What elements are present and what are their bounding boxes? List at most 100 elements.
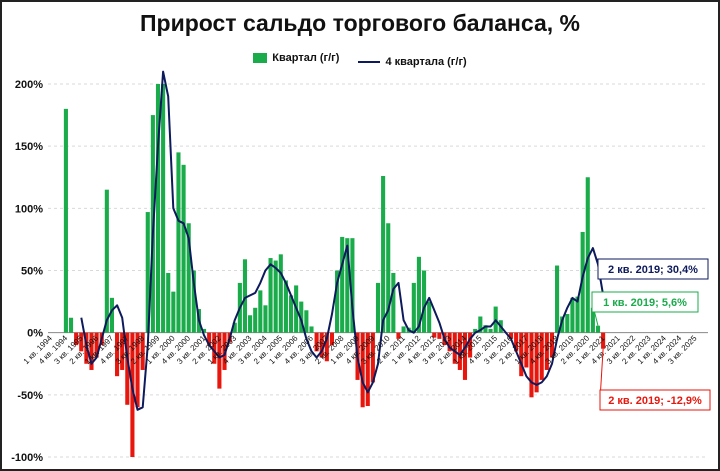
bar xyxy=(135,332,140,408)
bar xyxy=(248,315,253,333)
bar xyxy=(416,256,421,333)
bar xyxy=(79,332,84,352)
bar xyxy=(365,332,370,407)
bar xyxy=(120,332,125,370)
bar xyxy=(345,238,350,333)
bar xyxy=(396,332,401,339)
bar xyxy=(544,332,549,370)
bar xyxy=(534,332,539,393)
y-tick-label: 150% xyxy=(15,141,43,153)
bar xyxy=(529,332,534,398)
bar xyxy=(457,332,462,370)
bar xyxy=(381,176,386,333)
bar xyxy=(191,270,196,333)
bar xyxy=(89,332,94,370)
bar xyxy=(560,316,565,333)
bar xyxy=(350,238,355,333)
annotation-box xyxy=(591,291,699,313)
bar xyxy=(166,272,171,333)
bar xyxy=(258,290,263,333)
bar xyxy=(370,332,375,383)
bar xyxy=(514,332,519,352)
bar xyxy=(483,325,488,333)
bar xyxy=(585,177,590,333)
bar xyxy=(319,332,324,358)
series-line-4q xyxy=(80,70,605,411)
bar xyxy=(565,314,570,333)
chart-title: Прирост сальдо торгового баланса, % xyxy=(140,10,580,36)
bar xyxy=(304,310,309,333)
bar xyxy=(217,332,222,389)
bar xyxy=(590,307,595,333)
annotation-box xyxy=(597,258,709,280)
bar xyxy=(145,212,150,333)
bar xyxy=(74,332,79,346)
bar xyxy=(375,282,381,333)
bar xyxy=(299,301,304,333)
bar xyxy=(288,295,294,333)
legend-swatch-line xyxy=(358,61,381,63)
bar xyxy=(130,332,135,457)
bar xyxy=(94,332,99,358)
bar xyxy=(140,332,145,370)
bar xyxy=(309,326,314,333)
bar xyxy=(468,332,473,358)
annotation-box xyxy=(599,389,711,411)
bar xyxy=(580,231,585,333)
bar xyxy=(422,270,427,333)
bar xyxy=(432,332,437,338)
bar xyxy=(283,280,288,333)
annotation-text: 2 кв. 2019; -12,9% xyxy=(608,395,702,407)
bar xyxy=(253,307,258,333)
bar xyxy=(539,332,544,380)
bar xyxy=(462,332,468,380)
bar xyxy=(181,164,186,333)
bar xyxy=(115,332,120,377)
bar xyxy=(478,316,483,333)
bar xyxy=(401,326,406,333)
bar xyxy=(549,332,554,358)
bar xyxy=(171,291,176,333)
y-tick-label: -50% xyxy=(17,390,43,402)
bar xyxy=(335,270,340,333)
legend-swatch-bar xyxy=(253,53,268,63)
bar xyxy=(427,301,432,333)
bar xyxy=(161,84,166,333)
bar xyxy=(570,297,575,333)
bar xyxy=(242,259,248,333)
bar xyxy=(329,332,334,346)
bar xyxy=(555,265,560,333)
bar xyxy=(601,332,606,349)
legend-label-4q: 4 квартала (г/г) xyxy=(385,56,467,68)
bar xyxy=(437,332,442,339)
bar xyxy=(452,332,457,364)
bar xyxy=(391,272,396,333)
chart-legend: Квартал (г/г) 4 квартала (г/г) xyxy=(0,52,720,68)
bar xyxy=(473,328,478,333)
bar xyxy=(268,258,273,333)
legend-label-quarter: Квартал (г/г) xyxy=(272,52,340,64)
y-tick-label: 50% xyxy=(21,266,43,278)
bar xyxy=(155,84,161,333)
bar xyxy=(176,152,181,333)
bar xyxy=(202,328,207,333)
bar xyxy=(324,332,329,362)
bar xyxy=(595,325,601,333)
bar xyxy=(232,322,237,333)
bar xyxy=(447,332,452,352)
bar xyxy=(524,332,529,368)
y-tick-label: 200% xyxy=(15,79,43,91)
bar xyxy=(411,282,416,333)
bar xyxy=(278,254,283,333)
bar xyxy=(488,328,493,333)
bar xyxy=(125,332,130,405)
bar xyxy=(207,332,212,346)
bar xyxy=(212,332,217,364)
bar xyxy=(519,332,524,377)
bar xyxy=(109,297,114,333)
annotation-text: 2 кв. 2019; 30,4% xyxy=(608,264,698,276)
bar xyxy=(186,223,191,333)
bar xyxy=(314,332,319,352)
bar xyxy=(263,305,268,333)
